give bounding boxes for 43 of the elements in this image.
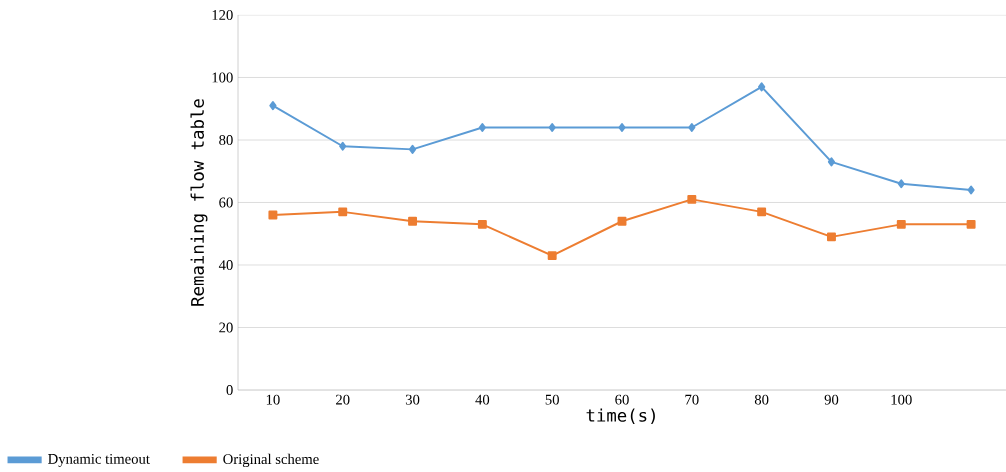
point xyxy=(687,194,697,204)
y-tick-label: 20 xyxy=(219,322,233,333)
x-tick-label: 80 xyxy=(754,394,769,405)
point xyxy=(966,219,976,229)
x-tick-label: 100 xyxy=(891,394,912,405)
y-tick-label: 60 xyxy=(219,197,233,208)
point xyxy=(827,157,836,167)
x-tick-label: 70 xyxy=(685,394,699,405)
point xyxy=(618,123,626,132)
point xyxy=(617,216,627,226)
point xyxy=(897,179,905,189)
point xyxy=(477,219,487,229)
point xyxy=(338,207,348,217)
y-tick-label: 40 xyxy=(218,260,233,270)
y-tick-label: 80 xyxy=(219,135,233,145)
point xyxy=(758,82,766,92)
y-axis-title: Remaining flow table xyxy=(190,99,208,306)
y-tick-label: 100 xyxy=(212,72,233,83)
point xyxy=(268,210,278,220)
point xyxy=(269,101,277,111)
x-axis-title: time(s) xyxy=(586,408,655,424)
point xyxy=(408,216,418,226)
x-tick-label: 20 xyxy=(336,394,350,405)
x-tick-label: 10 xyxy=(266,394,280,405)
x-tick-label: 40 xyxy=(475,394,490,405)
point xyxy=(757,207,767,217)
x-tick-label: 50 xyxy=(545,394,559,405)
point xyxy=(339,141,347,151)
point xyxy=(967,185,975,195)
point xyxy=(826,232,836,242)
y-tick-label: 0 xyxy=(226,385,233,395)
legend-label: Dynamic timeout xyxy=(48,453,150,467)
point xyxy=(547,251,557,261)
legend-label: Original scheme xyxy=(223,453,319,468)
point xyxy=(896,219,906,229)
point xyxy=(688,123,696,132)
point xyxy=(478,123,486,132)
point xyxy=(548,123,556,132)
x-tick-label: 90 xyxy=(824,394,839,405)
x-tick-label: 60 xyxy=(615,394,629,405)
point xyxy=(408,144,417,154)
y-tick-label: 120 xyxy=(212,10,233,20)
x-tick-label: 30 xyxy=(405,394,420,405)
